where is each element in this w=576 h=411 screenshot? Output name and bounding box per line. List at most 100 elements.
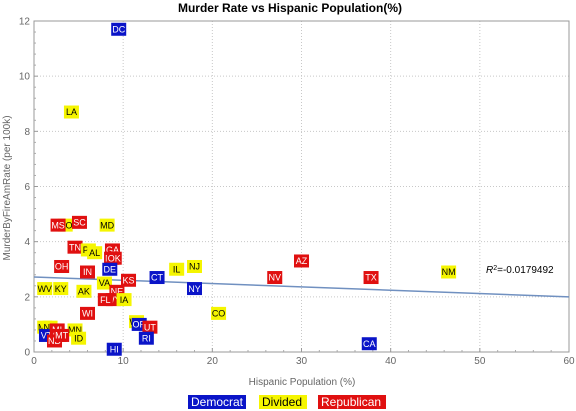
state-point: CO <box>211 306 227 320</box>
state-label: OR <box>132 320 146 330</box>
state-point: DC <box>111 22 127 36</box>
r-squared-symbol: R <box>486 265 493 276</box>
state-point: OK <box>106 251 122 265</box>
x-tick-label: 30 <box>296 356 308 367</box>
state-marker <box>71 215 87 229</box>
state-label: TN <box>69 242 81 252</box>
state-marker <box>76 284 92 298</box>
state-point: TX <box>363 271 379 285</box>
state-label: CA <box>363 339 376 349</box>
state-label: RI <box>142 333 151 343</box>
state-label: HI <box>110 344 119 354</box>
r-squared-value: =-0.0179492 <box>497 265 554 276</box>
state-marker <box>54 259 70 273</box>
state-marker <box>363 271 379 285</box>
state-point: AL <box>87 246 103 260</box>
x-tick-label: 20 <box>207 356 219 367</box>
state-label: VA <box>99 278 110 288</box>
state-marker <box>50 218 66 232</box>
state-point: ID <box>71 331 87 345</box>
state-point: SC <box>71 215 87 229</box>
state-label: CO <box>212 309 226 319</box>
state-point: VA <box>96 276 112 290</box>
state-marker <box>53 282 69 296</box>
state-label: NJ <box>189 262 200 272</box>
state-marker <box>67 240 83 254</box>
ticks-layer: 0 10 20 30 40 50 60 0 2 4 6 8 10 12 <box>19 17 575 368</box>
state-point: DE <box>102 262 118 276</box>
y-tick-label: 4 <box>24 237 30 248</box>
state-marker <box>211 306 227 320</box>
state-label: KY <box>55 284 67 294</box>
state-point: WV <box>37 282 53 296</box>
state-marker <box>37 282 53 296</box>
state-point: MD <box>99 218 115 232</box>
state-marker <box>63 105 79 119</box>
state-point: FL <box>97 293 113 307</box>
state-marker <box>97 293 113 307</box>
state-label: SC <box>73 218 86 228</box>
state-marker <box>102 262 118 276</box>
state-marker <box>106 251 122 265</box>
state-marker <box>116 293 132 307</box>
x-axis-title: Hispanic Population (%) <box>249 377 356 388</box>
legend-label: Democrat <box>191 395 244 409</box>
state-point: AK <box>76 284 92 298</box>
state-label: OK <box>108 253 121 263</box>
state-label: KS <box>123 275 135 285</box>
state-point: NJ <box>187 259 202 273</box>
x-tick-label: 60 <box>563 356 575 367</box>
legend-item: Democrat <box>188 395 246 409</box>
state-marker <box>111 22 127 36</box>
state-marker <box>169 262 185 276</box>
state-label: LA <box>66 107 77 117</box>
state-label: MN <box>68 325 82 335</box>
legend-item: Republican <box>318 395 386 409</box>
state-label: MD <box>100 220 114 230</box>
legend-swatch <box>318 395 386 409</box>
y-tick-label: 0 <box>24 348 30 359</box>
chart-title: Murder Rate vs Hispanic Population(%) <box>178 1 402 15</box>
state-marker <box>80 306 95 320</box>
state-label: FL <box>100 295 111 305</box>
state-point: UT <box>142 320 158 334</box>
state-point: MS <box>50 218 66 232</box>
state-label: WV <box>37 284 52 294</box>
state-marker <box>54 328 70 342</box>
state-marker <box>294 254 309 268</box>
state-marker <box>138 331 154 345</box>
state-marker <box>149 271 165 285</box>
state-label: AL <box>89 248 100 258</box>
state-marker <box>87 246 103 260</box>
state-label: NE <box>111 287 124 297</box>
x-tick-label: 0 <box>31 356 37 367</box>
state-point: IA <box>116 293 132 307</box>
y-tick-label: 10 <box>19 72 31 83</box>
legend-swatch <box>259 395 307 409</box>
state-label: MT <box>55 331 68 341</box>
state-marker <box>71 331 87 345</box>
y-axis-title: MurderByFireAmRate (per 100k) <box>2 115 13 260</box>
state-point: IL <box>169 262 185 276</box>
state-marker <box>361 337 377 351</box>
points-layer: DCLAMDMOMSSCTNPAALGANCOKDEOHINKSCTILNJNY… <box>37 22 457 356</box>
state-label: NV <box>268 273 281 283</box>
state-label: GA <box>106 245 119 255</box>
y-tick-label: 12 <box>19 17 31 28</box>
state-point: AZ <box>294 254 309 268</box>
x-tick-label: 50 <box>474 356 486 367</box>
state-label: IN <box>83 267 92 277</box>
state-point: KS <box>121 273 137 287</box>
y-tick-label: 6 <box>24 182 30 193</box>
state-label: VT <box>41 331 53 341</box>
state-label: AZ <box>296 256 308 266</box>
state-marker <box>187 282 202 296</box>
state-marker <box>80 265 95 279</box>
state-label: ID <box>74 333 84 343</box>
state-point: NY <box>187 282 202 296</box>
state-label: UT <box>144 322 156 332</box>
state-point: KY <box>53 282 69 296</box>
state-point: OH <box>54 259 70 273</box>
